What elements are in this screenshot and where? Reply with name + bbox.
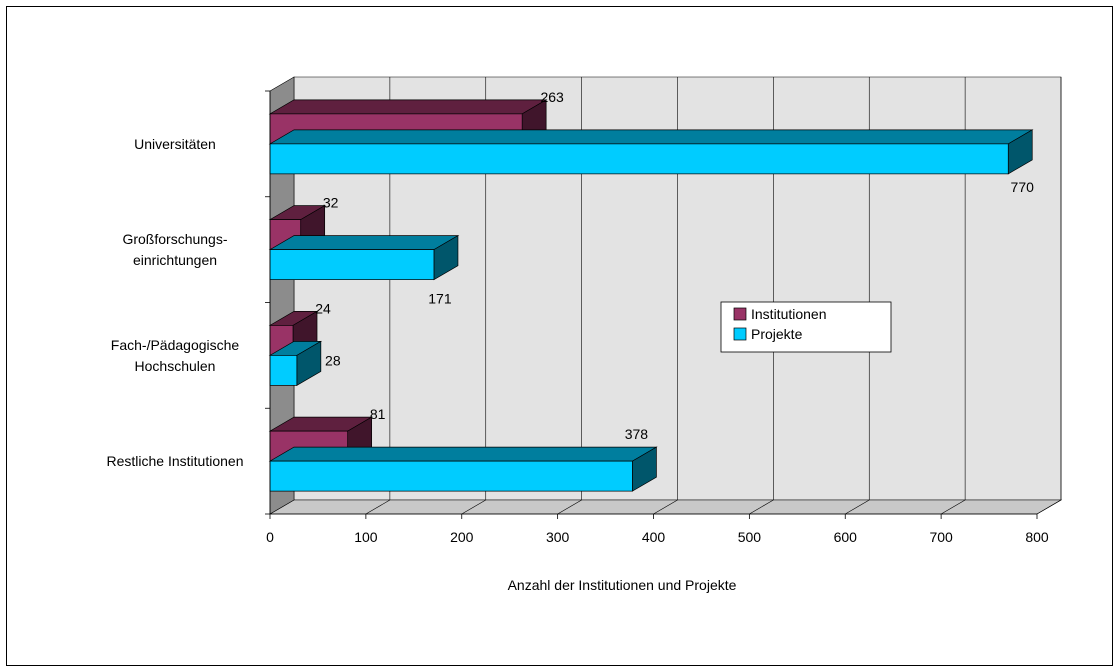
category-label: Großforschungs- (122, 231, 227, 247)
x-tick-label: 200 (450, 529, 474, 545)
category-label: Fach-/Pädagogische (111, 337, 240, 353)
bars (268, 99, 1034, 492)
legend-box (720, 301, 892, 353)
data-label: 263 (540, 89, 564, 105)
data-label: 770 (1011, 179, 1035, 195)
legend-swatch (733, 327, 747, 341)
bar-top (268, 129, 1034, 145)
data-label: 81 (370, 406, 386, 422)
data-label: 32 (323, 195, 339, 211)
bar-front (269, 460, 633, 492)
x-tick-label: 100 (354, 529, 378, 545)
floor-gridline (365, 499, 391, 515)
bar-front (269, 355, 298, 386)
legend-label: Institutionen (751, 306, 827, 322)
category-label: Universitäten (134, 136, 216, 152)
x-tick-label: 700 (929, 529, 953, 545)
bar-top (268, 99, 548, 115)
bar-projekte-2 (268, 340, 323, 386)
x-tick-label: 500 (738, 529, 762, 545)
bar-top (268, 235, 460, 250)
floor-gridline (1036, 499, 1062, 515)
category-label: Restliche Institutionen (107, 453, 244, 469)
data-label: 378 (625, 426, 649, 442)
x-tick-label: 800 (1025, 529, 1049, 545)
bar-front (269, 143, 1009, 175)
x-tick-labels: 0 100 200 300 400 500 600 700 800 (265, 90, 1049, 545)
bar-projekte-3 (268, 446, 658, 492)
data-label: 24 (315, 300, 331, 316)
floor-gridline (749, 499, 774, 515)
x-tick-label: 0 (266, 529, 274, 545)
floor-gridline (557, 499, 582, 515)
bar-projekte-1 (268, 235, 460, 281)
legend-swatch (733, 307, 747, 321)
floor-gridline (940, 499, 966, 515)
legend: Institutionen Projekte (720, 301, 892, 353)
x-tick-label: 400 (642, 529, 666, 545)
x-tick-label: 300 (546, 529, 570, 545)
category-label: einrichtungen (133, 252, 217, 268)
floor-gridline (845, 499, 870, 515)
x-axis-title: Anzahl der Institutionen und Projekte (508, 577, 737, 593)
bar-chart: 0 100 200 300 400 500 600 700 800 Universitäten G… (107, 76, 1063, 593)
bar-projekte-0 (268, 129, 1034, 175)
x-tick-label: 600 (834, 529, 858, 545)
legend-label: Projekte (751, 326, 803, 342)
data-labels: 263 770 32 171 24 28 81 378 (315, 89, 1034, 442)
data-label: 28 (325, 352, 341, 368)
bar-front (269, 249, 435, 280)
bar-institutionen-3 (268, 416, 373, 462)
category-labels: Universitäten Großforschungs-einrichtunge… (107, 136, 244, 469)
bar-top (268, 446, 658, 462)
floor-gridline (461, 499, 486, 515)
category-label: Hochschulen (135, 358, 216, 374)
floor-gridline (653, 499, 678, 515)
data-label: 171 (428, 291, 452, 307)
